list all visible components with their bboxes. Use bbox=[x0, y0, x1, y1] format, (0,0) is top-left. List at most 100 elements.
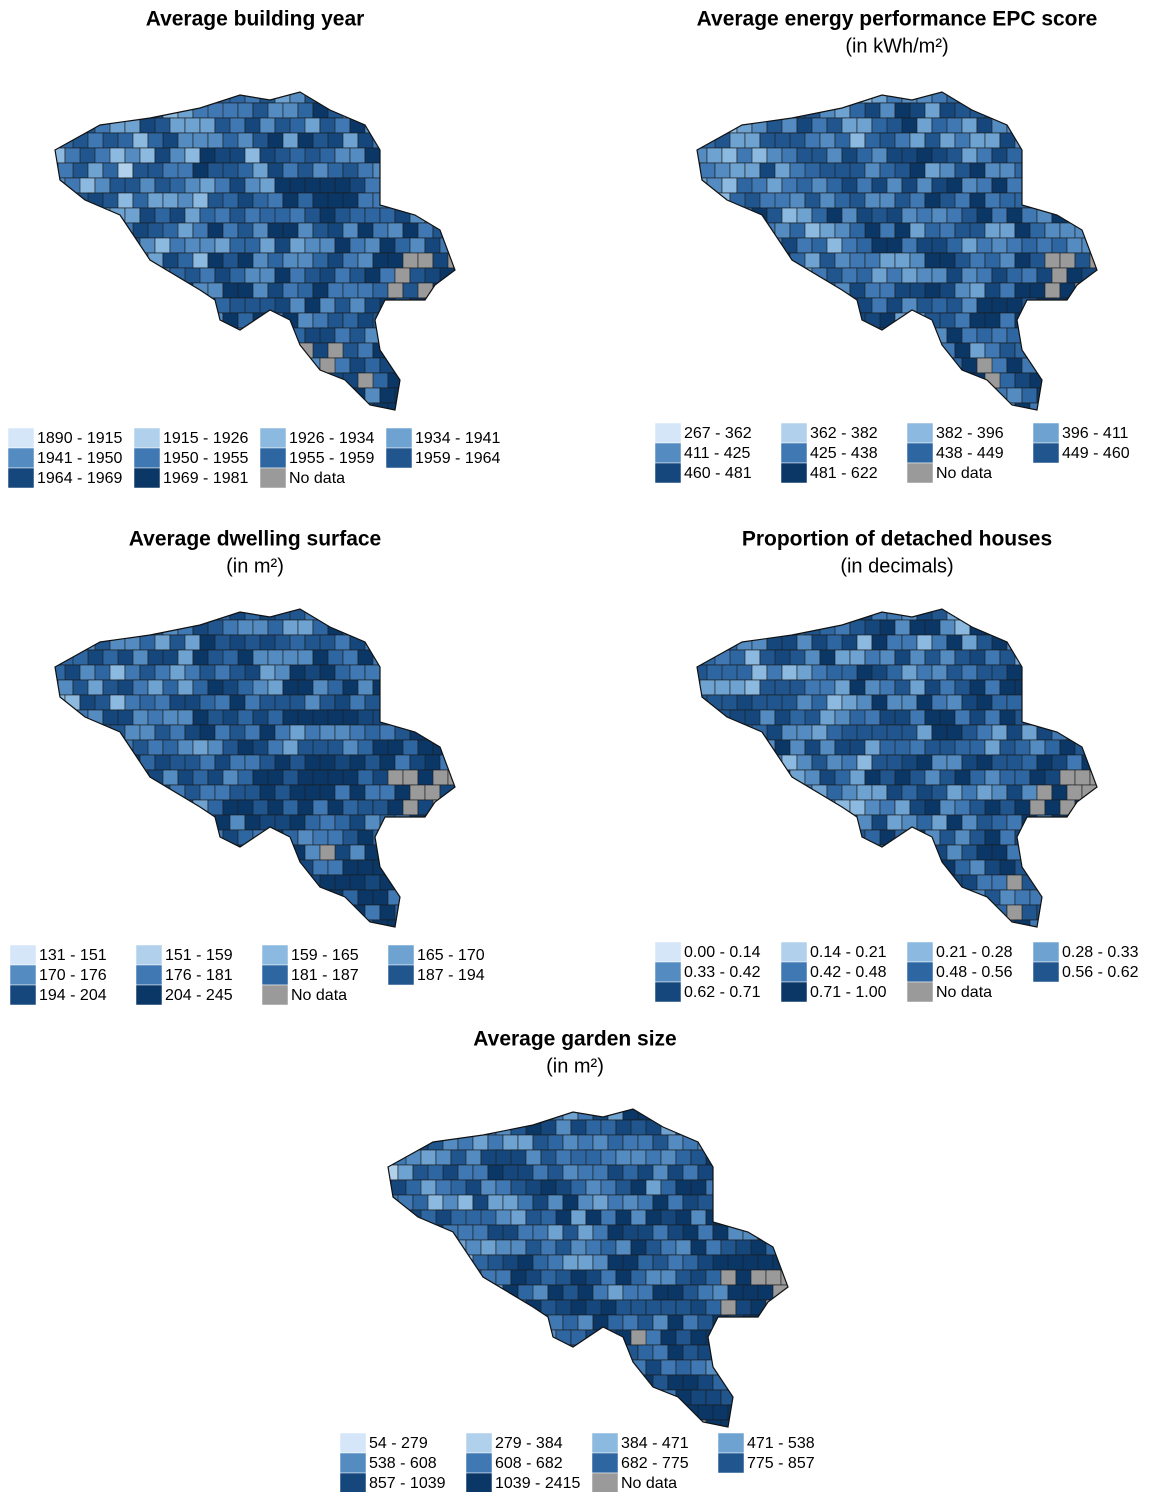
municipality bbox=[439, 694, 455, 711]
municipality bbox=[999, 252, 1016, 269]
municipality bbox=[139, 609, 156, 621]
municipality bbox=[184, 387, 205, 404]
municipality bbox=[79, 357, 96, 374]
municipality bbox=[1044, 162, 1065, 179]
municipality bbox=[562, 1374, 579, 1391]
municipality bbox=[417, 679, 438, 696]
municipality bbox=[214, 784, 231, 801]
municipality bbox=[387, 402, 408, 410]
municipality bbox=[585, 1389, 602, 1406]
municipality bbox=[984, 192, 1001, 209]
municipality bbox=[660, 1389, 677, 1406]
municipality bbox=[901, 92, 918, 104]
municipality bbox=[909, 859, 930, 876]
municipality bbox=[388, 1284, 399, 1301]
municipality bbox=[712, 1109, 733, 1121]
municipality bbox=[622, 1344, 639, 1361]
municipality bbox=[139, 357, 160, 374]
municipality bbox=[244, 237, 261, 254]
municipality bbox=[916, 117, 933, 134]
municipality bbox=[1014, 919, 1035, 927]
municipality bbox=[697, 402, 705, 410]
municipality bbox=[705, 1149, 726, 1166]
municipality bbox=[856, 237, 873, 254]
municipality bbox=[729, 739, 750, 756]
municipality bbox=[705, 1269, 722, 1286]
municipality bbox=[192, 769, 209, 786]
legend-swatch bbox=[780, 422, 808, 444]
municipality bbox=[117, 859, 138, 876]
municipality bbox=[721, 874, 738, 891]
municipality bbox=[184, 609, 205, 621]
municipality bbox=[102, 769, 119, 786]
municipality bbox=[457, 1314, 474, 1331]
municipality bbox=[1074, 769, 1091, 786]
municipality bbox=[787, 1164, 788, 1181]
municipality bbox=[390, 1389, 411, 1406]
municipality bbox=[787, 1314, 788, 1331]
municipality bbox=[312, 619, 329, 636]
municipality bbox=[432, 649, 449, 666]
municipality bbox=[706, 92, 723, 104]
municipality bbox=[199, 237, 216, 254]
municipality bbox=[177, 162, 194, 179]
municipality bbox=[207, 372, 224, 389]
municipality bbox=[931, 297, 948, 314]
municipality bbox=[697, 327, 712, 344]
municipality bbox=[222, 619, 239, 636]
municipality bbox=[64, 874, 81, 891]
municipality bbox=[751, 784, 768, 801]
municipality bbox=[447, 679, 455, 696]
municipality bbox=[154, 387, 171, 404]
municipality bbox=[811, 357, 832, 374]
municipality bbox=[1096, 92, 1097, 104]
municipality bbox=[901, 874, 922, 891]
municipality bbox=[117, 162, 134, 179]
municipality bbox=[259, 874, 276, 891]
municipality bbox=[169, 609, 186, 621]
municipality bbox=[427, 1344, 448, 1361]
municipality bbox=[402, 649, 423, 666]
municipality bbox=[289, 237, 306, 254]
municipality bbox=[64, 267, 81, 284]
municipality bbox=[999, 162, 1016, 179]
municipality bbox=[532, 1224, 549, 1241]
border bbox=[387, 1108, 789, 1428]
municipality bbox=[79, 267, 96, 284]
municipality bbox=[55, 327, 66, 344]
municipality bbox=[864, 859, 885, 876]
municipality bbox=[1044, 102, 1065, 119]
municipality bbox=[184, 237, 201, 254]
municipality bbox=[712, 1134, 733, 1151]
municipality bbox=[901, 327, 918, 344]
municipality bbox=[585, 1239, 602, 1256]
municipality bbox=[417, 829, 434, 846]
municipality bbox=[1096, 784, 1097, 801]
legend-swatch bbox=[906, 462, 934, 484]
municipality bbox=[1006, 387, 1023, 404]
municipality bbox=[192, 132, 209, 149]
municipality bbox=[1051, 874, 1068, 891]
municipality bbox=[615, 1299, 632, 1316]
municipality bbox=[744, 829, 765, 846]
municipality bbox=[699, 679, 716, 696]
municipality bbox=[984, 402, 1001, 410]
municipality bbox=[789, 372, 806, 389]
municipality bbox=[199, 357, 216, 374]
municipality bbox=[577, 1109, 594, 1121]
municipality bbox=[1029, 102, 1046, 119]
municipality bbox=[879, 192, 896, 209]
municipality bbox=[991, 117, 1008, 134]
municipality bbox=[372, 799, 389, 816]
municipality bbox=[64, 237, 85, 254]
municipality bbox=[660, 1179, 677, 1196]
municipality bbox=[397, 1344, 418, 1361]
municipality bbox=[697, 117, 712, 134]
municipality bbox=[342, 799, 359, 816]
municipality bbox=[372, 342, 393, 359]
municipality bbox=[1014, 619, 1035, 636]
municipality bbox=[454, 147, 455, 164]
municipality bbox=[267, 102, 284, 119]
municipality bbox=[55, 147, 66, 164]
municipality bbox=[834, 222, 851, 239]
